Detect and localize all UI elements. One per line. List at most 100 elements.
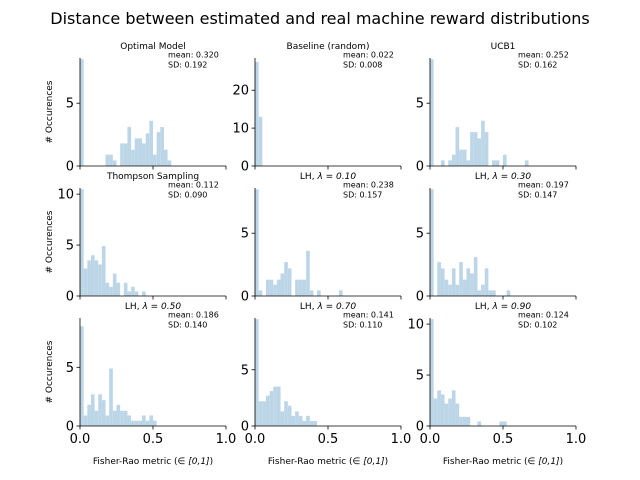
histogram-bar <box>105 282 110 296</box>
histogram-bar <box>462 416 467 426</box>
histogram-bar <box>94 260 99 296</box>
histogram-bar <box>451 268 456 296</box>
histogram-bar <box>163 149 168 166</box>
histogram-bar <box>430 319 434 426</box>
y-tick-label: 10 <box>407 318 424 333</box>
y-tick-label: 5 <box>416 369 424 384</box>
histogram-bar <box>484 132 489 166</box>
histogram-bar <box>459 262 463 296</box>
histogram-bar <box>105 154 110 166</box>
histogram-bar <box>302 279 307 296</box>
histogram-bar <box>101 246 106 296</box>
histogram-bar <box>109 368 113 426</box>
histogram-bar <box>477 138 482 166</box>
histogram-bar <box>280 273 285 296</box>
sd-annotation: SD: 0.090 <box>168 191 207 200</box>
histogram-bar <box>255 61 259 166</box>
histogram-bar <box>506 290 511 296</box>
histogram-bar <box>142 143 146 166</box>
histogram-bar <box>488 290 493 296</box>
histogram-bar <box>462 279 467 296</box>
histogram-bar <box>255 319 259 427</box>
histogram-bar <box>481 120 485 166</box>
histogram-bar <box>430 189 434 296</box>
histogram-bar <box>437 262 441 296</box>
histogram-bar <box>273 386 277 427</box>
histogram-bar <box>80 189 84 296</box>
y-tick-label: 5 <box>416 97 424 112</box>
sd-annotation: SD: 0.192 <box>168 61 207 70</box>
y-axis-label: # Occurences <box>45 80 55 143</box>
histogram-bar <box>265 279 270 296</box>
histogram-bar <box>524 160 529 166</box>
histogram-bar <box>269 279 274 296</box>
y-axis-label: # Occurences <box>45 340 55 403</box>
y-tick-label: 5 <box>66 97 74 112</box>
histogram-bar <box>90 394 95 426</box>
x-tick-label: 0.0 <box>420 432 441 447</box>
y-tick-label: 0 <box>416 420 424 435</box>
histogram-bar <box>484 268 489 296</box>
histogram-bar <box>477 421 482 426</box>
histogram-bar <box>120 143 124 166</box>
histogram-bar <box>145 133 150 166</box>
panel-title: LH, λ = 0.10 <box>300 172 356 182</box>
histogram-bar <box>309 420 314 426</box>
panel-title: LH, λ = 0.90 <box>475 302 531 312</box>
sd-annotation: SD: 0.140 <box>168 321 207 330</box>
histogram-bar <box>258 290 263 296</box>
y-tick-label: 0 <box>416 290 424 305</box>
x-tick-label: 0.5 <box>493 432 514 447</box>
histogram-bar <box>455 127 460 166</box>
y-tick-label: 0 <box>66 160 74 175</box>
histogram-bar <box>313 420 318 426</box>
panel-title: LH, λ = 0.50 <box>125 302 181 312</box>
y-tick-label: 5 <box>241 227 249 242</box>
y-tick-label: 20 <box>232 84 249 99</box>
histogram-bar <box>503 154 507 166</box>
histogram-bar <box>134 138 139 166</box>
histogram-bar <box>153 420 157 426</box>
histogram-bar <box>131 286 135 296</box>
histogram-bar <box>273 284 277 296</box>
sd-annotation: SD: 0.102 <box>518 321 557 330</box>
histogram-bar <box>473 132 478 166</box>
histogram-bar <box>302 420 307 426</box>
mean-annotation: mean: 0.112 <box>168 181 219 190</box>
histogram-bar <box>462 149 467 166</box>
figure-title: Distance between estimated and real mach… <box>50 9 589 28</box>
histogram-bar <box>262 401 266 426</box>
histogram-bar <box>309 290 314 296</box>
mean-annotation: mean: 0.022 <box>343 51 394 60</box>
histogram-bar <box>492 290 496 296</box>
histogram-bar <box>284 262 288 296</box>
mean-annotation: mean: 0.186 <box>168 311 219 320</box>
histogram-bar <box>444 403 449 426</box>
mean-annotation: mean: 0.320 <box>168 51 219 60</box>
histogram-bar <box>440 268 445 296</box>
histogram-bar <box>112 410 117 426</box>
histogram-bar <box>258 116 263 166</box>
histogram-bar <box>444 279 449 296</box>
panel-title: Optimal Model <box>120 42 186 52</box>
histogram-bar <box>466 416 471 426</box>
histogram-bar <box>127 415 132 426</box>
histogram-bar <box>138 138 143 166</box>
x-axis-label: Fisher-Rao metric (∈ [0,1]) <box>93 457 213 467</box>
x-axis-label: Fisher-Rao metric (∈ [0,1]) <box>443 457 563 467</box>
mean-annotation: mean: 0.238 <box>343 181 394 190</box>
histogram-bar <box>80 59 84 167</box>
y-tick-label: 5 <box>416 227 424 242</box>
histogram-bar <box>459 149 463 166</box>
mean-annotation: mean: 0.197 <box>518 181 569 190</box>
x-tick-label: 1.0 <box>566 432 587 447</box>
histogram-bar <box>131 149 135 166</box>
histogram-bar <box>295 279 299 296</box>
histogram-bar <box>477 290 482 296</box>
panel-title: LH, λ = 0.30 <box>475 172 531 182</box>
histogram-bar <box>167 160 172 166</box>
histogram-bar <box>503 421 507 426</box>
